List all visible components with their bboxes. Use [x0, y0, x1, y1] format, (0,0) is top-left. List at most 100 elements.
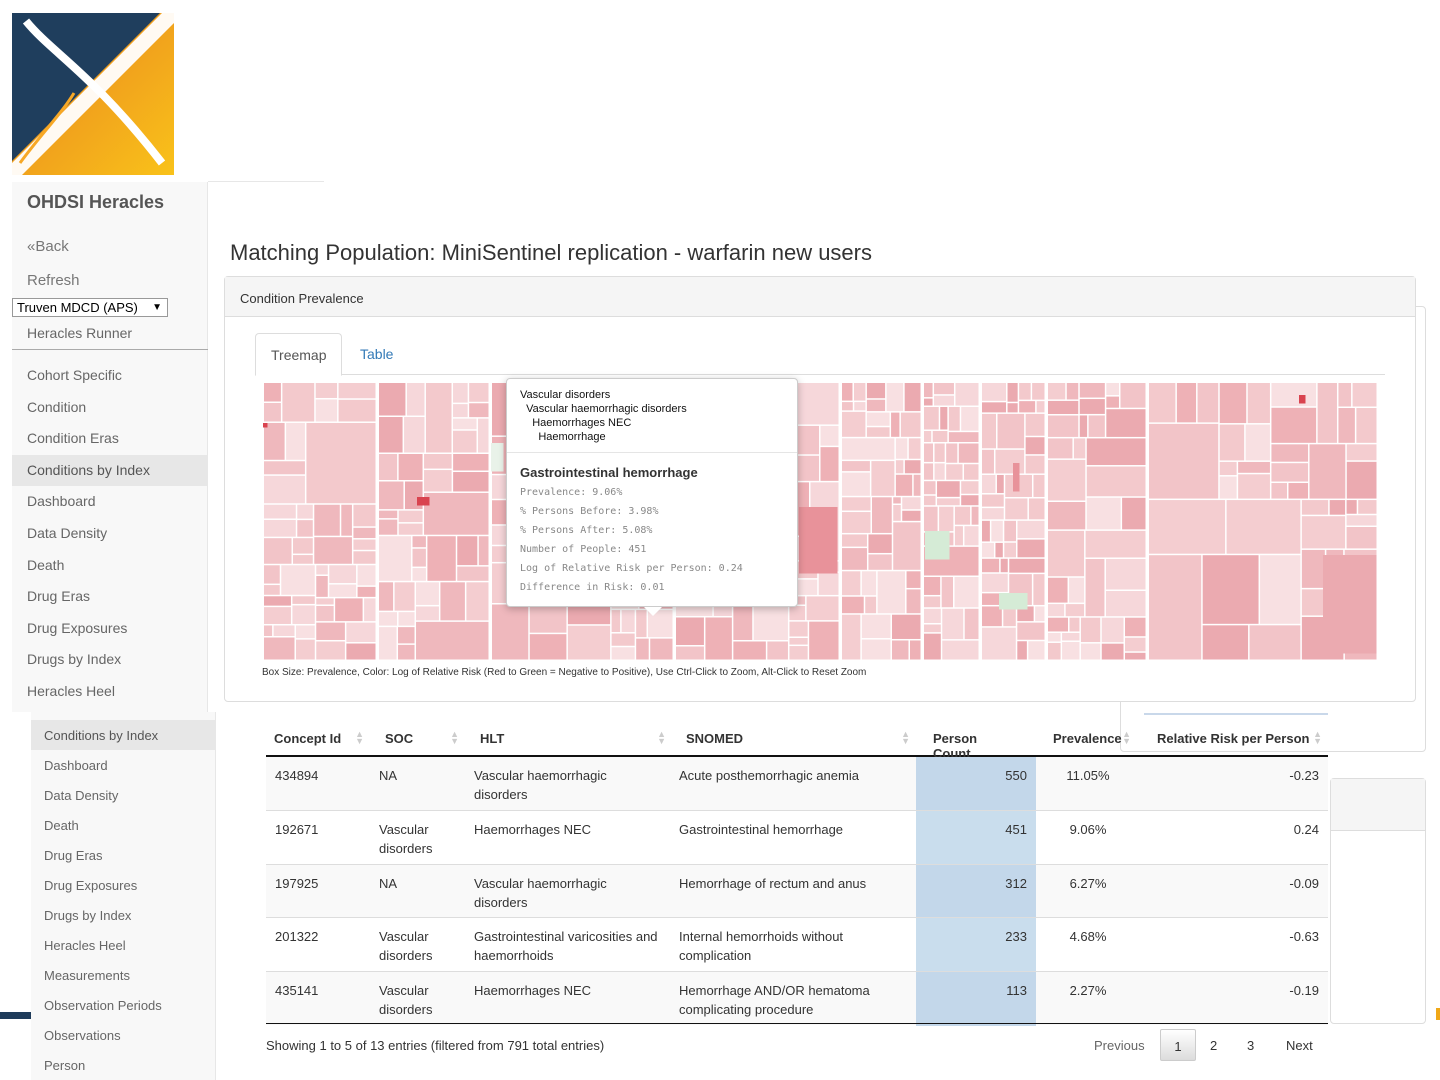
treemap-cell[interactable]	[924, 608, 941, 623]
treemap-cell[interactable]	[453, 472, 489, 492]
treemap-cell[interactable]	[934, 463, 945, 480]
treemap-cell[interactable]	[676, 646, 704, 660]
treemap-cell[interactable]	[1219, 476, 1237, 499]
treemap-cell[interactable]	[861, 571, 877, 596]
treemap-cell[interactable]	[1125, 652, 1146, 660]
treemap-cell[interactable]	[621, 610, 635, 633]
treemap-cell[interactable]	[1317, 383, 1337, 443]
treemap-cell[interactable]	[964, 608, 979, 640]
treemap-cell[interactable]	[329, 565, 357, 584]
treemap-cell[interactable]	[902, 510, 921, 521]
treemap-cell[interactable]	[1338, 383, 1352, 407]
treemap-cell[interactable]	[842, 548, 867, 570]
treemap-cell[interactable]	[417, 497, 430, 506]
tab-treemap[interactable]: Treemap	[255, 333, 342, 376]
treemap-cell[interactable]	[453, 383, 468, 403]
treemap-cell[interactable]	[999, 593, 1028, 610]
treemap-cell[interactable]	[1048, 415, 1079, 437]
treemap-cell[interactable]	[925, 531, 950, 560]
treemap-cell[interactable]	[264, 637, 295, 660]
treemap-cell[interactable]	[529, 634, 567, 660]
treemap-cell[interactable]	[357, 586, 376, 597]
treemap-cell[interactable]	[1086, 497, 1121, 530]
treemap-cell[interactable]	[316, 641, 345, 660]
treemap-cell[interactable]	[306, 422, 376, 504]
treemap-cell[interactable]	[398, 523, 423, 535]
table-row[interactable]: 192671 Vascular disorders Haemorrhages NEC…	[266, 810, 1328, 866]
treemap-cell[interactable]	[353, 504, 376, 527]
treemap-cell[interactable]	[789, 646, 808, 660]
treemap-cell[interactable]	[394, 582, 415, 611]
treemap-cell[interactable]	[924, 398, 933, 406]
treemap-cell[interactable]	[611, 647, 635, 660]
sidebar-item-heracles-heel[interactable]: Heracles Heel	[27, 683, 115, 699]
treemap-cell[interactable]	[997, 413, 1025, 449]
treemap-cell[interactable]	[1069, 577, 1085, 603]
treemap-cell[interactable]	[297, 504, 313, 519]
treemap-cell[interactable]	[767, 641, 788, 660]
treemap-cell[interactable]	[996, 474, 1004, 494]
treemap-cell[interactable]	[1019, 383, 1031, 400]
treemap-cell[interactable]	[453, 453, 489, 471]
treemap-cell[interactable]	[946, 443, 958, 463]
treemap-cell[interactable]	[924, 576, 941, 595]
treemap-cell[interactable]	[1346, 527, 1377, 549]
treemap-cell[interactable]	[1346, 461, 1377, 499]
treemap-cell[interactable]	[964, 464, 979, 480]
treemap-cell[interactable]	[264, 596, 291, 606]
column-relative-risk[interactable]: Relative Risk per Person ▲ ▼	[1157, 729, 1322, 747]
treemap-cell[interactable]	[893, 522, 921, 570]
treemap-cell[interactable]	[924, 443, 934, 462]
treemap-cell[interactable]	[1025, 437, 1045, 455]
treemap-cell[interactable]	[1032, 383, 1045, 400]
treemap-cell[interactable]	[379, 417, 403, 453]
treemap-cell[interactable]	[924, 481, 936, 495]
treemap-cell[interactable]	[1120, 383, 1146, 408]
treemap-cell[interactable]	[1033, 474, 1045, 497]
treemap-cell[interactable]	[398, 510, 423, 523]
treemap-cell[interactable]	[904, 383, 921, 412]
treemap-cell[interactable]	[1176, 383, 1197, 423]
treemap-cell[interactable]	[469, 383, 489, 402]
treemap-cell[interactable]	[292, 605, 315, 624]
treemap-cell[interactable]	[861, 614, 891, 639]
treemap-cell[interactable]	[379, 627, 397, 660]
treemap-cell[interactable]	[1017, 641, 1027, 660]
heracles-runner-link[interactable]: Heracles Runner	[27, 325, 133, 341]
sidebar-item-conditions-by-index[interactable]: Conditions by Index	[12, 454, 208, 486]
treemap-cell[interactable]	[492, 604, 529, 660]
treemap-cell[interactable]	[1106, 383, 1119, 396]
treemap-cell[interactable]	[1105, 558, 1146, 590]
treemap-cell[interactable]	[293, 538, 313, 554]
treemap-cell[interactable]	[705, 617, 732, 660]
treemap-cell[interactable]	[398, 627, 415, 644]
back-link[interactable]: «Back	[27, 238, 69, 255]
sidebar-item-observations[interactable]: Observations	[44, 1028, 121, 1043]
treemap-cell[interactable]	[982, 593, 1008, 605]
treemap-cell[interactable]	[1048, 642, 1061, 660]
treemap-cell[interactable]	[440, 582, 465, 621]
treemap-cell[interactable]	[264, 383, 281, 402]
treemap-cell[interactable]	[961, 481, 979, 494]
treemap-cell[interactable]	[264, 475, 305, 504]
treemap-cell[interactable]	[1048, 438, 1073, 459]
sidebar-item-death[interactable]: Death	[27, 556, 65, 573]
treemap-cell[interactable]	[995, 449, 1025, 474]
treemap-cell[interactable]	[364, 598, 376, 622]
treemap-cell[interactable]	[1271, 463, 1309, 482]
treemap-cell[interactable]	[346, 622, 376, 643]
treemap-cell[interactable]	[453, 430, 477, 453]
treemap-cell[interactable]	[866, 383, 886, 399]
treemap-cell[interactable]	[982, 508, 1004, 520]
treemap-cell[interactable]	[1088, 415, 1105, 437]
treemap-cell[interactable]	[427, 536, 456, 581]
treemap-cell[interactable]	[820, 425, 839, 446]
treemap-cell[interactable]	[1245, 424, 1270, 461]
tab-table[interactable]: Table	[360, 346, 394, 362]
treemap-cell[interactable]	[886, 383, 904, 412]
treemap-cell[interactable]	[842, 497, 871, 511]
sidebar-item-dashboard[interactable]: Dashboard	[27, 493, 96, 510]
treemap-cell[interactable]	[982, 627, 1016, 660]
treemap-cell[interactable]	[806, 596, 839, 621]
treemap-cell[interactable]	[906, 571, 921, 588]
